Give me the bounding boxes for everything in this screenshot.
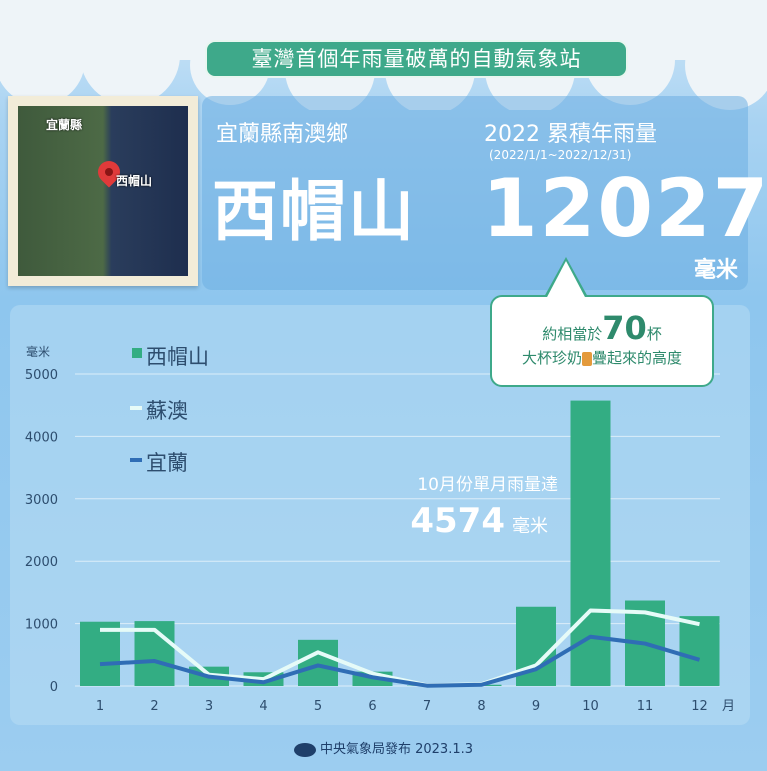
location-map: 宜蘭縣 西帽山 <box>8 96 198 286</box>
bubble-line2b: 疊起來的高度 <box>592 349 683 367</box>
bubble-count-unit: 杯 <box>646 325 662 343</box>
footer: 中央氣象局發布 2023.1.3 <box>0 738 767 757</box>
bubble-prefix: 約相當於 <box>542 325 603 343</box>
bubble-tea-icon <box>582 351 592 366</box>
comparison-bubble: 約相當於70杯 大杯珍奶 疊起來的高度 <box>490 257 714 387</box>
annual-total: 12027 <box>482 162 767 255</box>
bubble-count: 70 <box>602 309 647 347</box>
map-county-label: 宜蘭縣 <box>46 118 83 132</box>
bubble-line2a: 大杯珍奶 <box>521 349 582 367</box>
location-text: 宜蘭縣南澳鄉 <box>216 122 349 147</box>
footer-text: 中央氣象局發布 2023.1.3 <box>319 742 474 757</box>
station-info-panel: 宜蘭縣南澳鄉 西帽山 2022 累積年雨量 (2022/1/1~2022/12/… <box>202 96 767 290</box>
map-station-label: 西帽山 <box>116 174 153 188</box>
annual-label: 2022 累積年雨量 <box>484 122 657 147</box>
cwb-logo-icon <box>293 742 316 757</box>
total-unit: 毫米 <box>693 258 738 283</box>
station-name: 西帽山 <box>212 173 416 250</box>
date-range: (2022/1/1~2022/12/31) <box>489 148 632 162</box>
headline-banner: 臺灣首個年雨量破萬的自動氣象站 <box>205 40 628 78</box>
